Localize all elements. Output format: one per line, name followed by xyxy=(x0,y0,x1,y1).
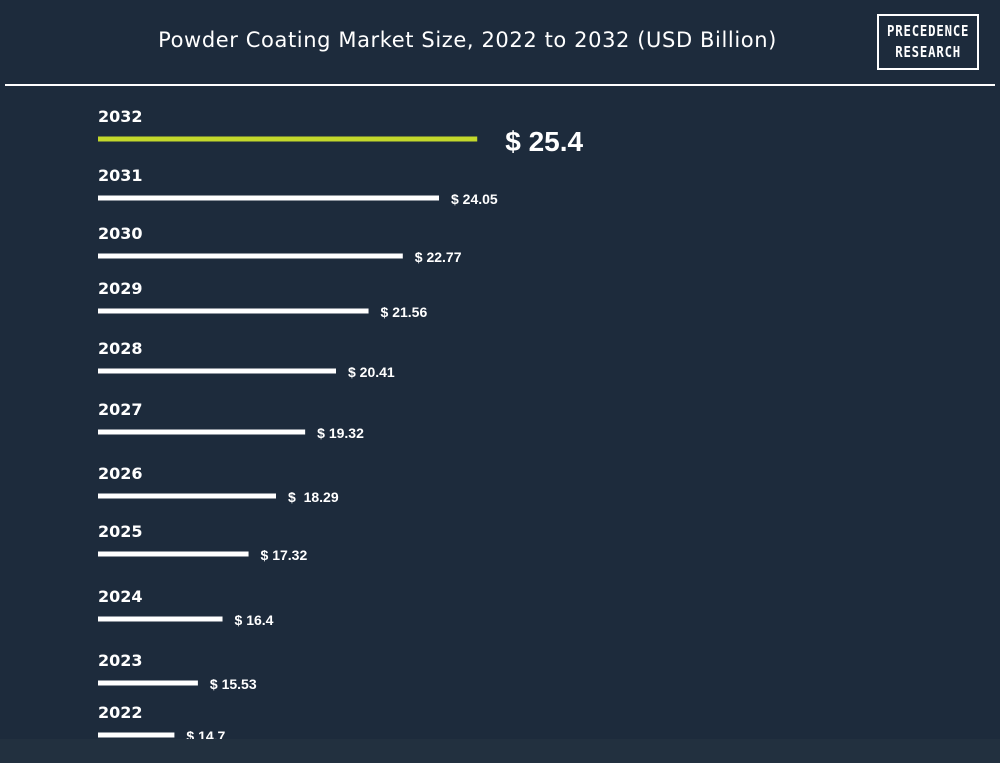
year-label-2031: 2031 xyxy=(98,166,143,185)
year-label-2026: 2026 xyxy=(98,464,143,483)
bar-2032 xyxy=(98,136,478,142)
precedence-research-logo: PRECEDENCE RESEARCH xyxy=(877,14,979,70)
value-label-2024: $ 16.4 xyxy=(235,612,274,628)
value-label-2025: $ 17.32 xyxy=(261,547,308,563)
logo-line-1: PRECEDENCE xyxy=(886,22,970,40)
header-divider xyxy=(5,84,995,86)
value-label-2030: $ 22.77 xyxy=(415,249,462,265)
year-label-2029: 2029 xyxy=(98,279,143,298)
bar-2030 xyxy=(98,253,403,259)
logo-line-2: RESEARCH xyxy=(895,43,961,61)
value-label-2027: $ 19.32 xyxy=(317,425,364,441)
bar-2023 xyxy=(98,680,198,686)
bar-2027 xyxy=(98,429,306,435)
bar-2031 xyxy=(98,195,440,201)
year-label-2025: 2025 xyxy=(98,522,143,541)
year-label-2024: 2024 xyxy=(98,587,143,606)
year-label-2028: 2028 xyxy=(98,339,143,358)
year-label-2032: 2032 xyxy=(98,107,143,126)
chart-header: Powder Coating Market Size, 2022 to 2032… xyxy=(0,0,1000,86)
bar-2025 xyxy=(98,551,249,557)
value-label-2028: $ 20.41 xyxy=(348,364,395,380)
year-label-2023: 2023 xyxy=(98,651,143,670)
value-label-2023: $ 15.53 xyxy=(210,676,257,692)
bar-2026 xyxy=(98,493,277,499)
bar-2024 xyxy=(98,616,223,622)
value-label-2029: $ 21.56 xyxy=(381,304,428,320)
value-label-2031: $ 24.05 xyxy=(451,191,498,207)
chart-title: Powder Coating Market Size, 2022 to 2032… xyxy=(158,28,777,52)
year-label-2022: 2022 xyxy=(98,703,143,722)
bar-2022 xyxy=(98,732,175,738)
value-label-2032: $ 25.4 xyxy=(505,126,583,157)
footer-band xyxy=(0,739,1000,763)
value-label-2026: $ 18.29 xyxy=(288,489,339,505)
bar-2028 xyxy=(98,368,337,374)
year-label-2030: 2030 xyxy=(98,224,143,243)
year-label-2027: 2027 xyxy=(98,400,143,419)
bar-2029 xyxy=(98,308,369,314)
